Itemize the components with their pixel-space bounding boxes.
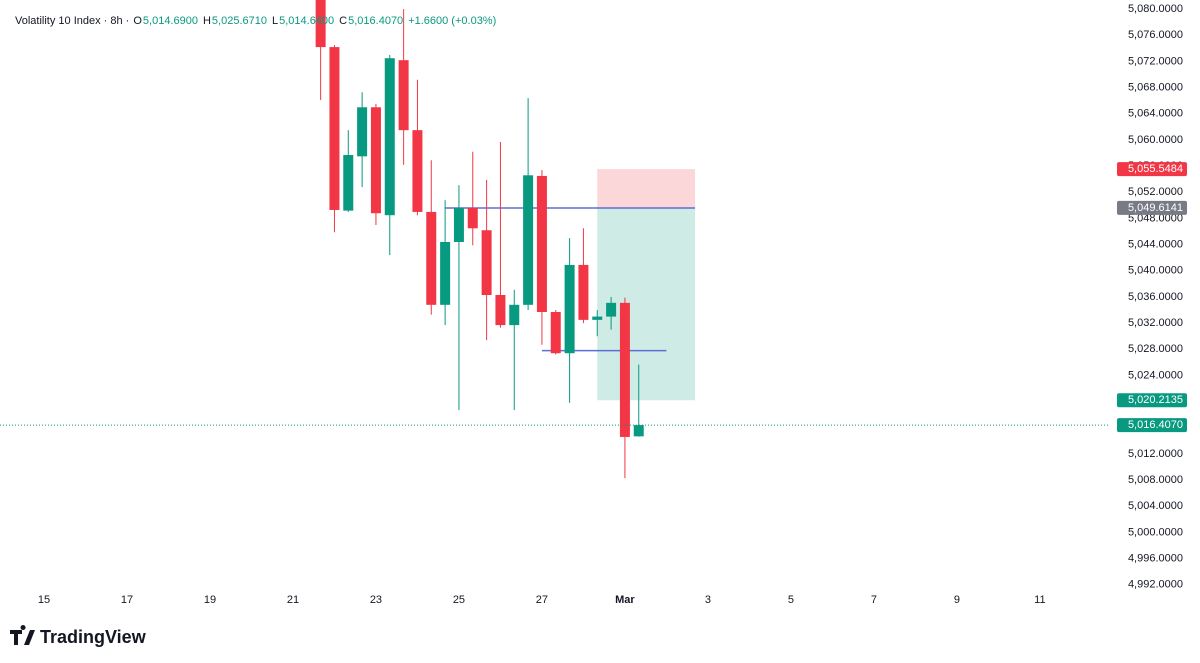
y-tick-label: 5,068.0000 bbox=[1128, 82, 1183, 94]
candle-body bbox=[440, 242, 451, 305]
y-tick-label: 5,080.0000 bbox=[1128, 3, 1183, 15]
y-tick-label: 5,000.0000 bbox=[1128, 526, 1183, 538]
candle-body bbox=[467, 208, 478, 229]
candle-body bbox=[426, 211, 437, 305]
x-tick-label: 23 bbox=[370, 594, 382, 606]
candle-body bbox=[329, 47, 340, 210]
x-tick-label: 19 bbox=[204, 594, 216, 606]
legend-text: H bbox=[203, 15, 211, 27]
candle-body bbox=[398, 60, 409, 131]
legend-text: O bbox=[133, 15, 142, 27]
position-stop-zone bbox=[597, 169, 696, 208]
price-label: 5,020.2135 bbox=[1128, 394, 1183, 406]
candle-body bbox=[357, 107, 368, 157]
y-tick-label: 4,996.0000 bbox=[1128, 553, 1183, 565]
x-tick-label: 3 bbox=[705, 594, 711, 606]
brand: TradingView bbox=[40, 627, 147, 647]
legend-text: 5,025.6710 bbox=[212, 15, 267, 27]
x-tick-label: 27 bbox=[536, 594, 548, 606]
candle-body bbox=[606, 302, 617, 317]
legend-text: 5,016.4070 bbox=[348, 15, 403, 27]
y-tick-label: 5,004.0000 bbox=[1128, 500, 1183, 512]
y-tick-label: 5,040.0000 bbox=[1128, 265, 1183, 277]
candle-body bbox=[343, 155, 354, 211]
y-tick-label: 5,044.0000 bbox=[1128, 239, 1183, 251]
y-tick-label: 5,012.0000 bbox=[1128, 448, 1183, 460]
price-label-bg bbox=[1117, 162, 1187, 177]
logo: TradingView bbox=[10, 625, 147, 647]
y-tick-label: 5,076.0000 bbox=[1128, 29, 1183, 41]
y-tick-label: 5,060.0000 bbox=[1128, 134, 1183, 146]
candle-body bbox=[564, 264, 575, 354]
candle-body bbox=[633, 425, 644, 437]
candle-body bbox=[495, 295, 506, 326]
candle-body bbox=[509, 304, 520, 326]
x-tick-label: 9 bbox=[954, 594, 960, 606]
y-tick-label: 5,024.0000 bbox=[1128, 369, 1183, 381]
legend-text: 5,014.6400 bbox=[279, 15, 334, 27]
y-tick-label: 5,048.0000 bbox=[1128, 212, 1183, 224]
legend-text: 5,014.6900 bbox=[143, 15, 198, 27]
price-label-bg bbox=[1117, 200, 1187, 215]
legend-text: +1.6600 (+0.03%) bbox=[408, 15, 496, 27]
candle-body bbox=[384, 58, 395, 216]
x-tick-label: 7 bbox=[871, 594, 877, 606]
x-tick-label: 15 bbox=[38, 594, 50, 606]
candle-body bbox=[453, 208, 464, 243]
candle-body bbox=[523, 175, 534, 305]
y-tick-label: 5,036.0000 bbox=[1128, 291, 1183, 303]
candle-body bbox=[592, 316, 603, 320]
candle-body bbox=[619, 302, 630, 437]
legend-text: Volatility 10 Index · 8h · bbox=[15, 15, 129, 27]
price-label-bg bbox=[1117, 393, 1187, 408]
x-tick-label: 25 bbox=[453, 594, 465, 606]
price-label: 5,055.5484 bbox=[1128, 163, 1183, 175]
legend-text: L bbox=[272, 15, 278, 27]
y-tick-label: 5,052.0000 bbox=[1128, 186, 1183, 198]
price-label: 5,016.4070 bbox=[1128, 419, 1183, 431]
price-label: 5,049.6141 bbox=[1128, 202, 1183, 214]
x-tick-label: 5 bbox=[788, 594, 794, 606]
candle-body bbox=[578, 264, 589, 320]
x-tick-label: Mar bbox=[615, 594, 635, 606]
plot-area bbox=[315, 0, 696, 479]
x-tick-label: 21 bbox=[287, 594, 299, 606]
legend-text: C bbox=[339, 15, 347, 27]
x-tick-label: 11 bbox=[1034, 594, 1045, 606]
y-tick-label: 5,072.0000 bbox=[1128, 55, 1183, 67]
y-tick-label: 5,032.0000 bbox=[1128, 317, 1183, 329]
legend-header: Volatility 10 Index · 8h · O 5,014.6900 H 5,… bbox=[15, 15, 496, 27]
y-tick-label: 5,008.0000 bbox=[1128, 474, 1183, 486]
candle-body bbox=[412, 130, 423, 212]
y-tick-label: 4,992.0000 bbox=[1128, 579, 1183, 591]
candle-body bbox=[536, 175, 547, 313]
candle-body bbox=[370, 107, 381, 214]
y-tick-label: 5,028.0000 bbox=[1128, 343, 1183, 355]
y-tick-label: 5,064.0000 bbox=[1128, 108, 1183, 120]
candle-body bbox=[315, 0, 326, 48]
price-label-bg bbox=[1117, 418, 1187, 433]
candle-body bbox=[550, 312, 561, 354]
candle-body bbox=[481, 230, 492, 295]
x-tick-label: 17 bbox=[121, 594, 133, 606]
